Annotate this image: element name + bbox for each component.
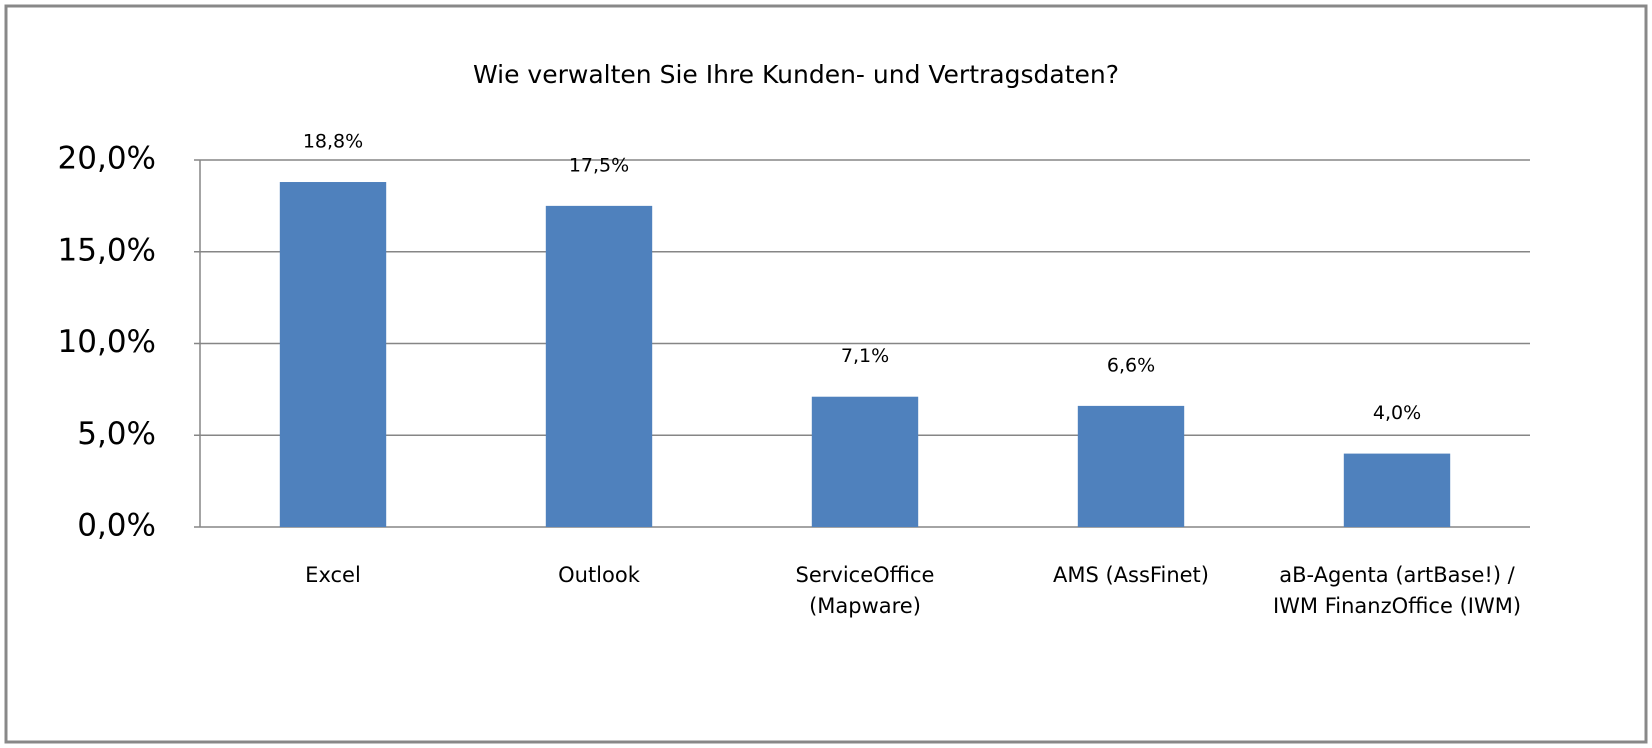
x-tick-label: Outlook xyxy=(558,563,640,587)
value-label: 18,8% xyxy=(303,131,363,153)
y-tick-label: 0,0% xyxy=(77,508,156,544)
x-tick-label: aB-Agenta (artBase!) / IWM FinanzOffice … xyxy=(1272,563,1522,618)
x-tick-label: Excel xyxy=(305,563,361,587)
y-tick-label: 10,0% xyxy=(58,324,156,360)
bar xyxy=(1077,405,1185,527)
y-tick-label: 15,0% xyxy=(58,232,156,268)
value-label: 7,1% xyxy=(841,345,889,367)
chart-frame xyxy=(4,4,1648,744)
bar xyxy=(545,205,653,527)
x-tick-label: ServiceOffice (Mapware) xyxy=(795,563,935,618)
y-tick-label: 5,0% xyxy=(77,416,156,452)
x-tick-label: AMS (AssFinet) xyxy=(1053,563,1209,587)
value-label: 17,5% xyxy=(569,154,629,176)
bar xyxy=(279,182,387,527)
bar xyxy=(811,396,919,527)
chart-title: Wie verwalten Sie Ihre Kunden- und Vertr… xyxy=(473,60,1119,89)
bar xyxy=(1343,453,1451,527)
value-label: 6,6% xyxy=(1107,354,1155,376)
y-tick-label: 20,0% xyxy=(58,141,156,177)
value-label: 4,0% xyxy=(1373,402,1421,424)
